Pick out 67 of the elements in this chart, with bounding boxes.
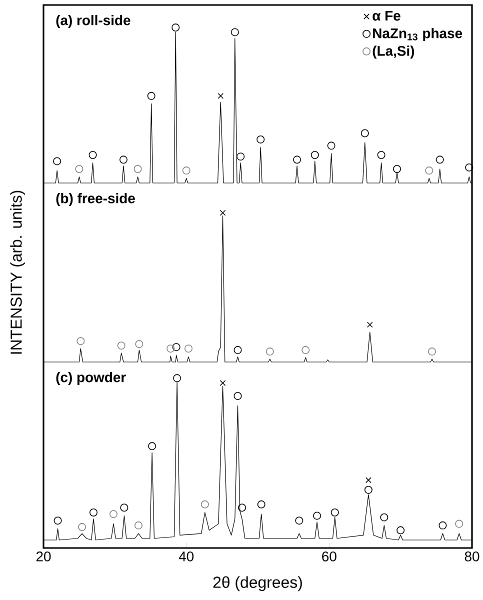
legend-label: α Fe [372, 10, 400, 21]
point [364, 486, 372, 494]
point [166, 344, 175, 353]
point [89, 508, 98, 516]
point [148, 442, 156, 450]
legend-label: NaZn$_{13}$ phase [373, 28, 462, 42]
chart-title: (c) powder [56, 372, 126, 385]
legend-label: (La,Si) [372, 46, 414, 59]
point [327, 142, 336, 150]
point [238, 504, 246, 512]
point [377, 151, 386, 160]
point [135, 340, 144, 348]
point [256, 135, 265, 144]
point [293, 156, 301, 164]
point [134, 521, 142, 530]
point [78, 523, 86, 532]
point [295, 516, 304, 525]
x-tick-label: 80 [464, 552, 480, 562]
point [173, 374, 182, 382]
point [88, 151, 97, 160]
point [147, 92, 156, 100]
point [428, 348, 436, 356]
point [76, 337, 85, 346]
point [425, 166, 434, 175]
point [172, 343, 180, 352]
point [438, 521, 447, 530]
point [234, 392, 242, 400]
point [54, 516, 62, 525]
point [172, 24, 180, 32]
point [75, 165, 84, 173]
point [134, 165, 142, 173]
x-axis-title: 2θ (degrees) [213, 576, 302, 592]
point [396, 526, 405, 534]
point [310, 151, 319, 160]
point [220, 380, 226, 386]
point [117, 342, 126, 350]
point [53, 157, 62, 166]
x-tick-label: 60 [322, 552, 336, 562]
chart-title: (b) free-side [56, 193, 135, 206]
point [392, 165, 401, 173]
point [366, 322, 373, 328]
point [236, 152, 245, 161]
point [330, 508, 339, 516]
point [218, 92, 224, 99]
point [465, 163, 474, 172]
point [312, 512, 321, 520]
point [436, 156, 444, 164]
point [365, 477, 372, 484]
point [182, 166, 190, 175]
point [109, 510, 118, 518]
point [220, 210, 226, 216]
point [184, 344, 192, 353]
point [360, 129, 369, 138]
x-tick-label: 20 [36, 552, 51, 562]
point [200, 500, 209, 508]
point [380, 513, 388, 522]
point [302, 346, 310, 354]
x-tick-label: 40 [178, 552, 194, 562]
point [455, 520, 464, 528]
point [266, 348, 274, 356]
point [119, 156, 128, 164]
point [230, 28, 239, 36]
point [120, 504, 128, 512]
chart-title: (a) roll-side [56, 14, 130, 28]
point [234, 346, 242, 354]
y-axis-title: INTENSITY (arb. units) [10, 190, 25, 354]
point [257, 500, 266, 508]
